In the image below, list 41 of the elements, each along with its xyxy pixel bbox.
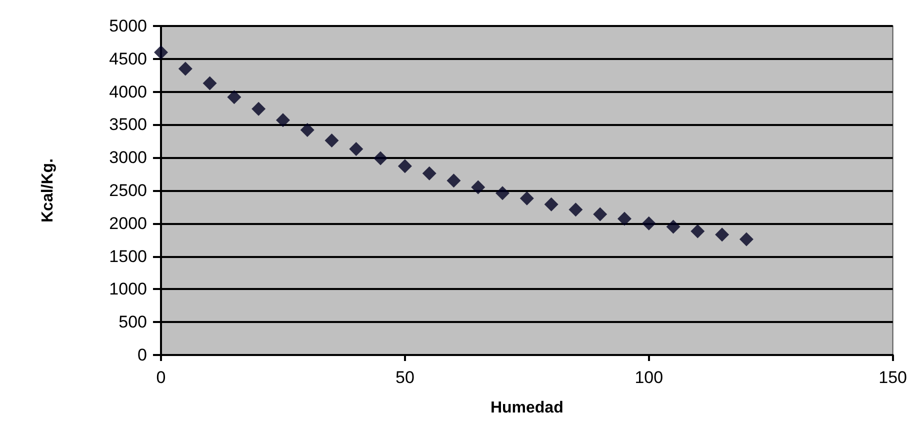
- point: [374, 151, 388, 166]
- point: [666, 220, 680, 234]
- y-tick-label: 0: [138, 346, 147, 364]
- y-tick-label: 3000: [109, 148, 147, 168]
- point: [471, 180, 486, 194]
- point: [739, 232, 754, 246]
- x-tick-label: 50: [395, 368, 414, 387]
- point: [202, 76, 217, 90]
- y-tick-label: 2000: [109, 214, 147, 233]
- x-tick-label: 0: [156, 368, 166, 387]
- point: [227, 90, 242, 104]
- point: [300, 122, 314, 137]
- point: [324, 133, 339, 148]
- y-tick-label: 1000: [109, 280, 147, 299]
- y-axis-title: Kcal/Kg.: [40, 158, 56, 223]
- point: [642, 216, 656, 230]
- y-tick-label: 3500: [109, 115, 147, 134]
- point: [593, 207, 608, 222]
- x-tick-label: 100: [634, 368, 664, 387]
- point: [544, 197, 558, 212]
- point: [422, 166, 436, 180]
- point: [690, 224, 705, 238]
- y-tick-label: 4000: [109, 82, 147, 102]
- point: [276, 113, 290, 128]
- point: [178, 62, 192, 76]
- x-axis-title: Humedad: [490, 400, 564, 416]
- y-tick-label: 4500: [109, 49, 147, 68]
- point: [617, 212, 632, 226]
- x-tick-label: 150: [878, 368, 908, 387]
- point: [715, 228, 730, 242]
- point: [520, 191, 534, 206]
- point: [252, 102, 266, 116]
- y-tick-label: 2500: [109, 181, 147, 200]
- point: [446, 174, 461, 188]
- y-tick-label: 1500: [109, 246, 147, 266]
- point: [496, 186, 510, 200]
- y-tick-label: 5000: [109, 16, 147, 36]
- y-tick-label: 500: [118, 312, 147, 332]
- point: [568, 202, 583, 217]
- point: [349, 142, 364, 156]
- point: [398, 159, 412, 174]
